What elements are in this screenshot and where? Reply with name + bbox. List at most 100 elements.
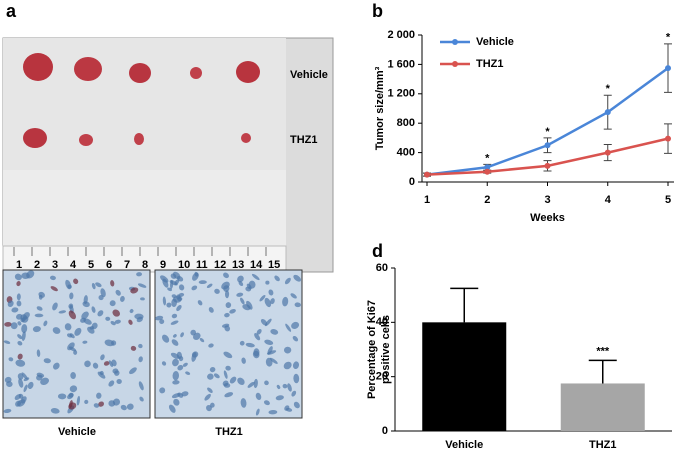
cell	[10, 322, 18, 330]
cell	[222, 380, 229, 387]
cell	[21, 324, 28, 334]
cell	[173, 398, 180, 406]
cell	[138, 343, 143, 349]
legend-label: THZ1	[476, 58, 504, 70]
cell	[49, 275, 56, 281]
cell	[224, 312, 230, 318]
cell	[197, 300, 203, 306]
ruler-label: 6	[106, 259, 112, 271]
cell	[130, 287, 139, 294]
point	[484, 164, 491, 171]
cell	[236, 292, 244, 297]
cell	[225, 365, 231, 371]
legend-marker	[452, 61, 458, 67]
cell	[108, 380, 115, 387]
cell	[285, 323, 292, 332]
cell	[181, 391, 189, 397]
cell	[245, 342, 255, 348]
point	[424, 171, 430, 178]
ruler-label: 2	[34, 259, 40, 271]
cell	[269, 357, 278, 364]
cell	[229, 308, 236, 314]
cell	[177, 364, 184, 371]
cell	[170, 320, 179, 325]
cell	[43, 320, 48, 327]
cell	[96, 392, 102, 399]
cell	[70, 372, 76, 379]
point	[484, 168, 491, 175]
cell	[162, 296, 167, 306]
cell	[126, 403, 134, 410]
tumor-photo	[2, 37, 334, 273]
cell	[116, 378, 122, 384]
cell	[253, 378, 258, 389]
cell	[17, 353, 23, 360]
cell	[36, 349, 41, 358]
cell	[263, 400, 270, 406]
y-tick-label: 2 000	[387, 29, 415, 41]
cell	[69, 385, 78, 393]
cell	[50, 286, 58, 292]
x-tick-label: 4	[605, 194, 612, 206]
cell	[206, 283, 213, 289]
cell	[136, 272, 142, 277]
cell	[93, 403, 100, 408]
cell	[168, 404, 176, 413]
point	[665, 135, 671, 142]
legend-label: Vehicle	[476, 36, 514, 48]
cell	[68, 346, 77, 352]
cell	[182, 362, 188, 367]
cell	[162, 278, 169, 288]
panel-label: b	[372, 1, 383, 21]
cell	[129, 309, 134, 314]
cell	[264, 297, 272, 308]
y-tick-label: 800	[397, 117, 415, 129]
cell	[120, 404, 127, 411]
cell	[241, 357, 246, 364]
cell	[172, 358, 179, 367]
cell	[290, 293, 297, 299]
cell	[3, 408, 12, 414]
cell	[169, 279, 174, 289]
cell	[172, 370, 180, 381]
cell	[129, 367, 137, 375]
ruler-label: 4	[70, 259, 77, 271]
cell	[185, 371, 191, 375]
y-tick-label: 1 600	[387, 58, 415, 70]
cell	[255, 392, 262, 400]
cell	[198, 280, 207, 285]
cell	[76, 395, 81, 406]
cell	[105, 316, 111, 321]
row-label: THZ1	[290, 134, 318, 146]
cell	[65, 279, 72, 290]
cell	[68, 303, 74, 309]
cell	[256, 328, 262, 335]
cell	[17, 321, 22, 326]
cell	[251, 273, 260, 281]
ruler-label: 13	[232, 259, 244, 271]
cell	[110, 280, 115, 287]
cell	[155, 315, 164, 321]
cell	[171, 339, 179, 346]
cell	[194, 271, 199, 277]
point	[665, 65, 671, 72]
point	[544, 142, 551, 149]
cell	[259, 294, 266, 302]
cell	[23, 312, 30, 320]
ruler-label: 10	[178, 259, 190, 271]
cell	[178, 292, 185, 297]
cell	[282, 296, 289, 307]
cell	[103, 361, 110, 366]
cell	[275, 395, 284, 401]
ruler-label: 1	[16, 259, 22, 271]
cell	[287, 383, 292, 392]
y-tick-label: 0	[409, 176, 415, 188]
cell	[229, 376, 237, 384]
x-tick-label: 3	[544, 194, 550, 206]
x-tick-label: 1	[424, 194, 430, 206]
significance: *	[606, 83, 611, 95]
legend-marker	[452, 39, 458, 45]
cell	[120, 295, 125, 302]
cell	[276, 384, 281, 390]
